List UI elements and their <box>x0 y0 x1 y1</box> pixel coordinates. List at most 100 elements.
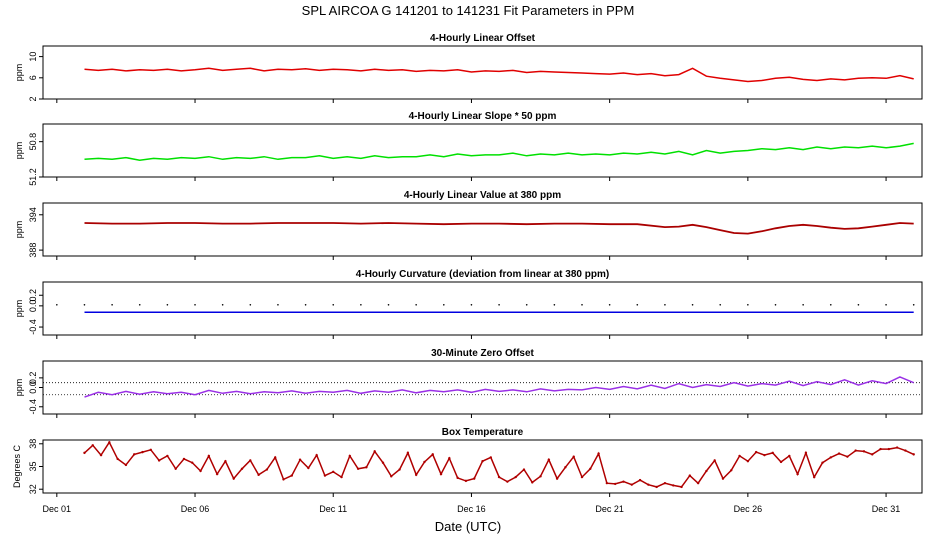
data-point <box>763 453 766 457</box>
data-point <box>636 303 639 306</box>
data-point <box>846 455 849 458</box>
data-point <box>138 303 141 306</box>
data-point <box>83 451 86 455</box>
data-point <box>622 480 625 483</box>
data-point <box>564 466 567 469</box>
data-point <box>912 453 915 456</box>
panel-4: 4-Hourly Curvature (deviation from linea… <box>14 269 923 339</box>
data-point <box>857 303 860 306</box>
y-tick-label: 0.2 <box>28 372 38 385</box>
panel-6: Box Temperature 32 35 38 Degrees C <box>12 427 923 497</box>
data-point <box>672 484 675 487</box>
data-point <box>249 459 252 462</box>
data-point <box>580 475 584 479</box>
data-point <box>473 477 476 480</box>
data-point <box>470 303 473 306</box>
data-point <box>481 460 484 463</box>
data-point <box>655 485 658 489</box>
series-line <box>83 440 915 488</box>
plot-frame <box>42 360 923 415</box>
data-point <box>340 475 343 479</box>
data-point <box>638 478 642 482</box>
data-point <box>572 455 575 458</box>
data-point <box>862 450 866 453</box>
plot-frame <box>42 45 923 100</box>
data-point <box>124 463 128 467</box>
data-point <box>221 303 224 306</box>
y-axis-label: ppm <box>14 300 24 318</box>
data-point <box>431 453 434 456</box>
data-point <box>589 467 592 470</box>
data-point <box>497 475 501 479</box>
y-tick-label: 6 <box>28 75 38 80</box>
data-point <box>522 468 526 471</box>
data-point <box>166 454 169 458</box>
data-point <box>821 461 824 464</box>
data-point <box>224 460 227 463</box>
plot-frame <box>42 281 923 336</box>
panel-title: Box Temperature <box>442 427 524 438</box>
data-point <box>348 454 352 458</box>
y-tick-label: 0.0 <box>28 381 38 394</box>
data-point <box>149 448 153 452</box>
data-point <box>443 303 445 306</box>
x-tick-label: Dec 26 <box>734 504 763 514</box>
data-point <box>774 303 777 306</box>
data-point <box>360 303 362 306</box>
data-point <box>581 303 583 306</box>
data-point <box>194 303 196 306</box>
data-point <box>608 303 611 306</box>
data-point <box>904 449 907 452</box>
data-point <box>647 483 650 486</box>
panel-1: 4-Hourly Linear Offset 2 6 10 ppm <box>14 33 923 103</box>
data-point <box>307 466 310 470</box>
data-point <box>207 454 211 458</box>
y-tick-label: -0.4 <box>28 319 38 335</box>
data-point <box>166 303 169 306</box>
data-point <box>539 475 542 478</box>
data-point <box>298 458 302 461</box>
data-point <box>91 444 94 447</box>
data-point <box>332 303 335 306</box>
y-axis-label: ppm <box>14 221 24 239</box>
data-point <box>597 452 600 455</box>
data-point <box>240 467 244 470</box>
series-line <box>84 376 914 398</box>
x-tick-label: Dec 16 <box>457 504 486 514</box>
data-point <box>108 441 111 444</box>
y-tick-label: 38 <box>28 439 38 449</box>
data-point <box>912 303 915 306</box>
data-point <box>895 446 899 449</box>
data-point <box>133 453 136 456</box>
y-axis-label: Degrees C <box>12 444 22 488</box>
data-point <box>514 475 517 479</box>
data-point <box>885 303 887 306</box>
y-axis-label: ppm <box>14 379 24 397</box>
data-point <box>747 303 749 306</box>
data-point <box>116 457 119 461</box>
page-title: SPL AIRCOA G 141201 to 141231 Fit Parame… <box>302 3 635 18</box>
data-point <box>721 477 725 480</box>
data-point <box>788 454 791 458</box>
data-point <box>738 454 741 458</box>
x-tick-label: Dec 01 <box>43 504 72 514</box>
data-point <box>356 467 360 470</box>
data-point <box>696 481 700 485</box>
data-point <box>498 303 500 306</box>
data-point <box>506 480 509 483</box>
data-point <box>804 451 808 455</box>
data-point <box>630 483 633 486</box>
data-point <box>871 453 874 456</box>
y-tick-label: 50.8 <box>28 133 38 151</box>
x-axis: Dec 01 Dec 06 Dec 11 Dec 16 Dec 21 Dec 26 Dec … <box>43 504 901 514</box>
data-point <box>713 459 716 462</box>
data-point <box>613 482 617 486</box>
plot-frame <box>42 123 923 178</box>
data-point <box>531 481 534 484</box>
data-point <box>691 303 694 306</box>
data-point <box>802 303 804 306</box>
data-point <box>373 450 376 453</box>
data-point <box>663 481 667 485</box>
data-point <box>265 468 269 471</box>
data-point <box>796 472 799 476</box>
